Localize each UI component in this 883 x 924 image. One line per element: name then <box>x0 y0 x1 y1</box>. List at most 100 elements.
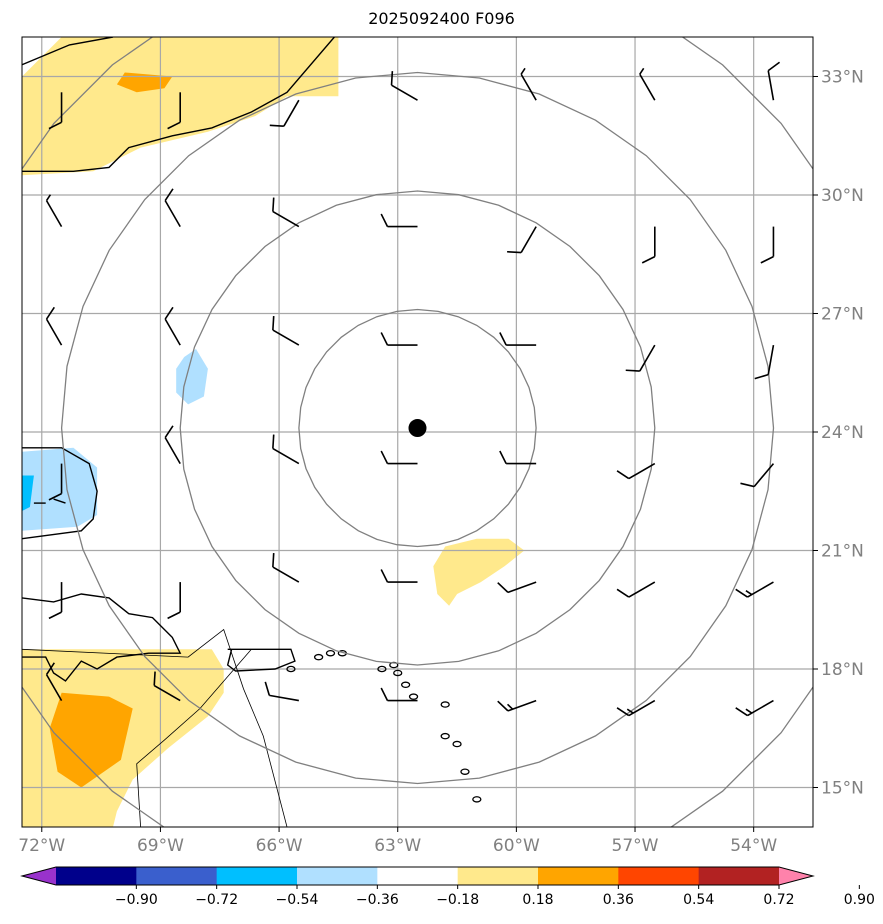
lat-tick-label: 24°N <box>821 423 864 443</box>
range-ring <box>179 190 656 666</box>
island <box>325 649 336 657</box>
colorbar-extend-low <box>22 867 56 885</box>
barb-feather <box>48 121 62 130</box>
wind-barb <box>272 552 300 583</box>
map-title: 2025092400 F096 <box>368 9 515 28</box>
anomaly-patch <box>433 538 525 606</box>
colorbar-outline <box>20 866 815 886</box>
wind-barb <box>616 699 656 717</box>
barb-feather <box>272 315 275 331</box>
barb-feather <box>641 255 656 264</box>
lat-tick-label: 21°N <box>821 542 864 562</box>
wind-barb <box>641 226 656 264</box>
barb-shaft <box>272 329 300 346</box>
lat-tick-label: 15°N <box>821 779 864 799</box>
colorbar-segment <box>297 867 378 885</box>
barb-shaft <box>767 344 775 375</box>
barb-shaft <box>520 73 537 101</box>
wind-barb <box>48 92 63 130</box>
lat-tick-label: 33°N <box>821 68 864 88</box>
barb-feather <box>48 611 62 620</box>
barb-feather <box>164 188 174 202</box>
wind-barb <box>616 581 656 598</box>
barb-shaft <box>272 566 300 583</box>
barb-feather <box>48 492 62 501</box>
coastline <box>22 593 182 682</box>
colorbar-extend-high <box>779 867 813 885</box>
colorbar: −0.90 −0.72 −0.54 −0.36 −0.18 0.18 0.36 0.54 0.7… <box>20 866 875 908</box>
storm-center-dot <box>408 419 427 438</box>
barb-shaft <box>753 463 775 488</box>
island <box>313 653 324 661</box>
island <box>286 665 296 673</box>
wind-barb <box>164 306 181 346</box>
wind-barb <box>760 226 775 264</box>
barb-feather <box>735 588 748 598</box>
barb-feather <box>167 121 181 130</box>
island <box>400 681 411 689</box>
barb-feather <box>616 588 630 598</box>
colorbar-tick-label: 0.90 <box>844 892 875 908</box>
island <box>408 693 419 700</box>
barb-feather <box>735 707 748 717</box>
range-ring <box>60 71 775 785</box>
boundary-line <box>136 649 252 827</box>
barb-feather <box>272 197 275 212</box>
barb-feather <box>380 450 389 464</box>
barb-feather <box>272 434 275 449</box>
barb-feather <box>499 450 507 464</box>
wind-barb <box>48 463 63 501</box>
colorbar-segment <box>136 867 218 885</box>
wind-barb <box>497 699 537 712</box>
colorbar-tick-label: −0.36 <box>356 892 399 908</box>
colorbar-segment <box>618 867 700 885</box>
barb-shaft <box>272 210 300 228</box>
colorbar-segment <box>538 867 619 885</box>
wind-barb <box>499 450 537 465</box>
barb-feather <box>45 194 52 202</box>
barb-feather <box>767 61 781 72</box>
lat-tick-label: 27°N <box>821 305 864 325</box>
wind-barb <box>164 425 181 465</box>
barb-feather <box>754 373 769 380</box>
barb-feather <box>164 425 174 439</box>
wind-barb <box>153 671 181 702</box>
barb-shaft <box>153 684 181 702</box>
wind-barb <box>264 681 299 702</box>
barb-feather <box>499 332 507 346</box>
barb-feather <box>745 590 753 596</box>
anomaly-patch <box>22 447 98 531</box>
barb-feather <box>264 681 271 696</box>
island <box>393 669 403 677</box>
coastline <box>53 498 66 504</box>
lon-tick-label: 69°W <box>137 836 184 856</box>
lat-tick-label: 18°N <box>821 660 864 680</box>
colorbar-segment <box>457 867 539 885</box>
wind-barb <box>380 332 418 346</box>
wind-barb <box>616 462 656 480</box>
barb-feather <box>625 369 640 372</box>
wind-barb <box>45 306 63 346</box>
barb-shaft <box>520 226 537 253</box>
barb-feather <box>520 67 526 75</box>
barb-shaft <box>272 447 300 465</box>
wind-barb <box>272 434 300 465</box>
barb-feather <box>272 552 275 568</box>
barb-shaft <box>164 200 181 228</box>
wind-barb <box>45 662 63 701</box>
wind-barb <box>167 92 181 130</box>
coastline <box>22 37 114 66</box>
wind-barbs <box>45 61 781 717</box>
barb-feather <box>45 662 55 676</box>
wind-barb <box>625 344 656 372</box>
barb-feather <box>380 332 389 346</box>
gridlines <box>22 37 813 827</box>
wind-barb <box>507 226 537 254</box>
colorbar-tick-label: −0.18 <box>436 892 479 908</box>
wind-barb <box>520 67 537 101</box>
lon-tick-label: 54°W <box>730 836 777 856</box>
anomaly-fills <box>22 37 525 827</box>
barb-feather <box>167 611 181 620</box>
wind-barb <box>735 699 774 717</box>
barb-feather <box>497 582 509 593</box>
